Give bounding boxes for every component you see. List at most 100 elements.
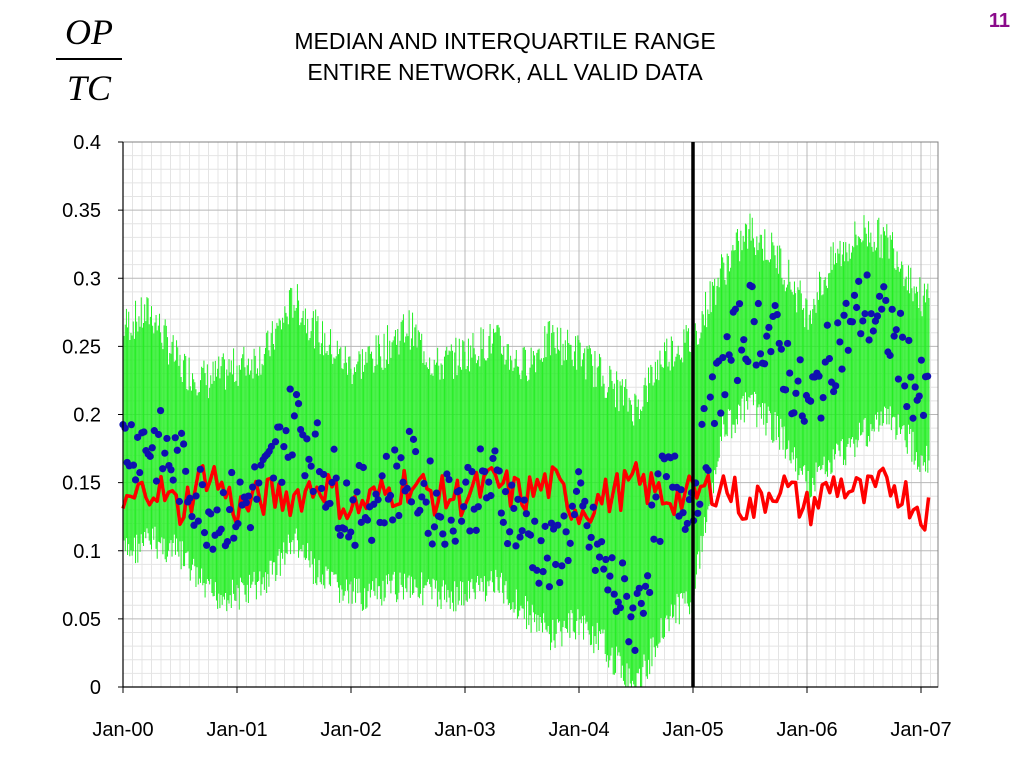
median-point <box>679 509 687 517</box>
median-point <box>280 443 288 451</box>
median-point <box>418 493 426 501</box>
median-point <box>595 553 604 561</box>
median-point <box>748 283 756 291</box>
median-point <box>685 495 693 504</box>
median-point <box>733 376 742 385</box>
median-point <box>127 421 135 429</box>
median-point <box>320 470 328 479</box>
median-point <box>294 400 303 408</box>
median-point <box>794 377 802 385</box>
median-point <box>616 604 625 612</box>
median-point <box>677 486 685 494</box>
median-point <box>506 528 514 536</box>
median-point <box>242 499 250 507</box>
median-point <box>591 566 599 575</box>
median-point <box>336 531 344 539</box>
median-point <box>180 440 188 448</box>
median-point <box>196 465 204 473</box>
median-point <box>750 318 758 326</box>
median-point <box>610 590 618 598</box>
median-point <box>880 283 888 291</box>
median-point <box>217 525 225 533</box>
median-point <box>169 476 177 484</box>
median-point <box>807 397 815 405</box>
median-point <box>370 500 378 508</box>
median-point <box>491 447 499 455</box>
median-point <box>129 461 138 469</box>
median-point <box>416 506 424 514</box>
median-point <box>188 512 196 521</box>
median-point <box>309 487 317 496</box>
median-point <box>460 503 468 511</box>
median-point <box>140 428 148 436</box>
median-point <box>823 321 831 329</box>
median-point <box>451 537 459 545</box>
median-point <box>585 543 593 551</box>
median-point <box>426 457 434 465</box>
median-point <box>848 318 857 326</box>
median-point <box>577 479 585 487</box>
median-point <box>752 361 760 369</box>
median-point <box>608 554 616 562</box>
median-point <box>781 386 790 394</box>
median-point <box>531 517 539 525</box>
median-point <box>514 495 522 503</box>
median-point <box>276 423 284 431</box>
median-point <box>907 373 915 381</box>
slide-number: 11 <box>988 10 1010 32</box>
median-point <box>875 292 884 300</box>
median-point <box>474 503 482 511</box>
median-point <box>177 429 186 437</box>
median-point <box>313 419 321 427</box>
median-point <box>855 277 863 285</box>
median-point <box>455 487 464 495</box>
median-point <box>382 452 390 460</box>
median-point <box>614 598 622 606</box>
median-point <box>253 495 261 503</box>
median-point <box>723 333 731 341</box>
median-point <box>650 535 658 543</box>
median-point <box>731 305 739 313</box>
y-tick-label: 0.1 <box>73 541 101 563</box>
median-point <box>911 383 919 391</box>
median-point <box>694 509 702 517</box>
median-point <box>859 317 867 325</box>
median-point <box>838 365 846 373</box>
median-point <box>194 517 202 525</box>
median-point <box>765 323 773 332</box>
median-point <box>652 493 660 501</box>
median-point <box>915 392 923 400</box>
median-point <box>909 414 917 422</box>
median-point <box>351 541 359 549</box>
median-point <box>761 360 769 368</box>
median-point <box>372 490 380 498</box>
median-point <box>389 516 397 524</box>
y-tick-label: 0.35 <box>62 200 101 222</box>
median-point <box>159 465 167 473</box>
median-point <box>917 356 925 364</box>
median-point <box>307 462 315 470</box>
ratio-label: OP TC <box>56 12 122 108</box>
median-point <box>604 586 612 594</box>
median-point <box>727 356 735 364</box>
median-point <box>512 542 520 550</box>
median-point <box>330 445 338 453</box>
x-tick-label: Jan-02 <box>320 719 381 741</box>
median-point <box>903 402 911 411</box>
median-point <box>717 409 725 417</box>
median-point <box>422 498 430 506</box>
median-point <box>495 467 503 475</box>
median-point <box>623 592 631 600</box>
median-point <box>503 539 512 548</box>
median-point <box>698 420 706 428</box>
median-point <box>409 435 418 443</box>
median-point <box>863 271 871 279</box>
median-point <box>462 478 470 486</box>
median-point <box>898 333 907 341</box>
median-point <box>526 531 535 539</box>
median-point <box>332 474 340 482</box>
median-point <box>819 393 827 402</box>
median-point <box>349 496 357 504</box>
median-point <box>773 310 781 319</box>
median-point <box>556 578 564 587</box>
